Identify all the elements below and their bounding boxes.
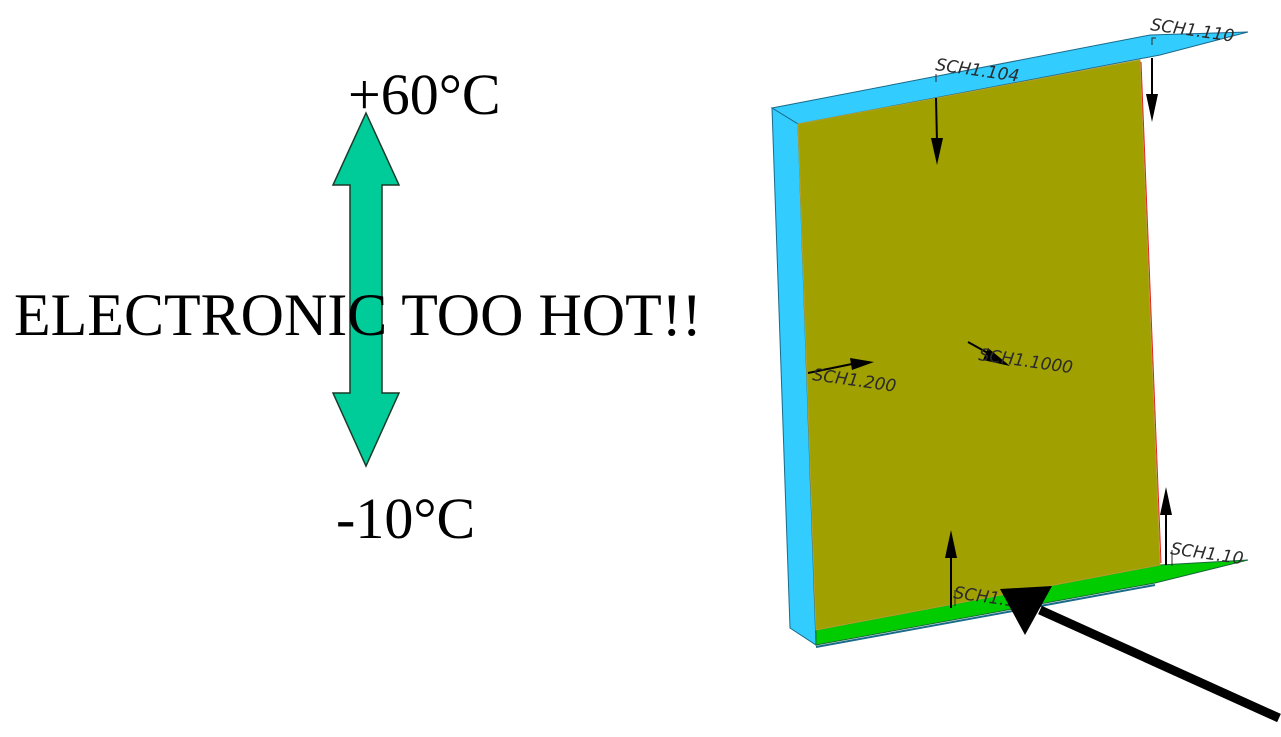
load-arrow-top-right	[1146, 58, 1158, 122]
warning-text: ELECTRONIC TOO HOT!!	[14, 282, 702, 348]
panel-right-edge	[1140, 61, 1162, 564]
load-arrow-bottom-left	[945, 530, 957, 608]
temperature-range-arrow	[331, 111, 401, 468]
max-temperature-label: +60°C	[348, 62, 501, 127]
load-arrow-bottom-right	[1160, 487, 1172, 565]
bottom-edge	[815, 584, 1156, 648]
load-arrow-top-left	[931, 97, 943, 165]
load-arrow-left	[807, 358, 874, 374]
label-leader-lines	[935, 37, 1173, 606]
min-temperature-label: -10°C	[336, 486, 476, 551]
main-panel	[797, 59, 1161, 631]
pointer-arrow	[1000, 586, 1281, 723]
load-arrow-center	[967, 341, 1010, 366]
